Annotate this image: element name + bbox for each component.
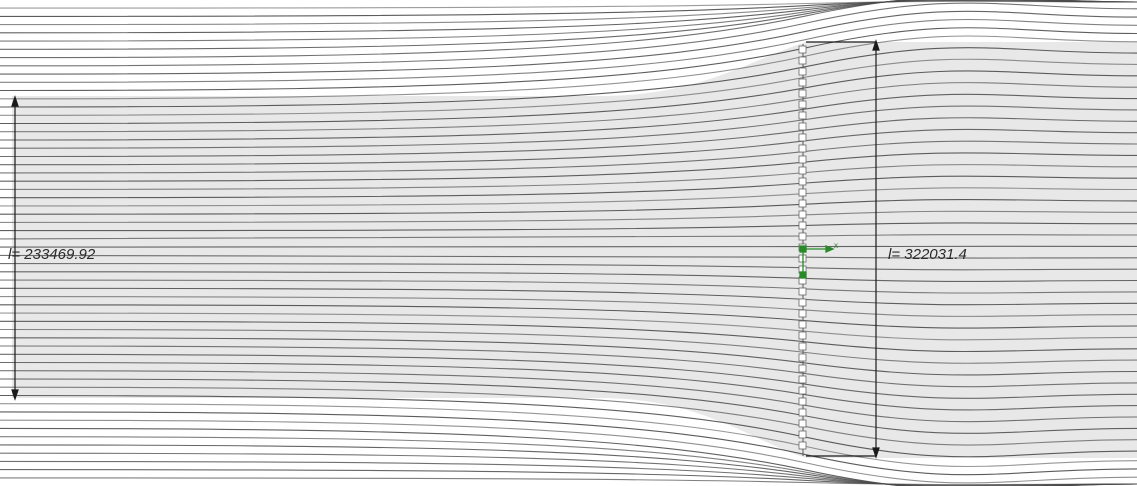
disk-element: [799, 123, 806, 130]
streamline: [0, 0, 1137, 41]
disk-element: [799, 398, 806, 405]
disk-element: [799, 233, 806, 240]
disk-element: [799, 299, 806, 306]
axis-x-label: x: [834, 241, 838, 250]
streamline: [0, 1, 1137, 8]
disk-element: [799, 46, 806, 53]
disk-element: [799, 211, 806, 218]
outlet-length-label: l= 322031.4: [888, 246, 967, 263]
disk-element: [799, 90, 806, 97]
disk-element: [799, 387, 806, 394]
disk-element: [799, 156, 806, 163]
disk-element: [799, 288, 806, 295]
disk-element: [799, 332, 806, 339]
disk-element: [799, 420, 806, 427]
disk-element: [799, 310, 806, 317]
disk-element: [799, 431, 806, 438]
disk-element: [799, 321, 806, 328]
disk-element: [799, 134, 806, 141]
disk-element: [799, 167, 806, 174]
streamline: [0, 478, 1137, 485]
disk-element: [799, 409, 806, 416]
disk-element: [799, 442, 806, 449]
disk-element: [799, 101, 806, 108]
disk-element: [799, 343, 806, 350]
disk-element: [799, 112, 806, 119]
disk-element: [799, 79, 806, 86]
inlet-length-label: l= 233469.92: [8, 246, 95, 263]
disk-element: [799, 189, 806, 196]
disk-element: [799, 354, 806, 361]
disk-element: [799, 178, 806, 185]
disk-element: [799, 376, 806, 383]
disk-element: [799, 68, 806, 75]
disk-element: [799, 200, 806, 207]
disk-element: [799, 57, 806, 64]
disk-element: [799, 365, 806, 372]
disk-element: [799, 222, 806, 229]
disk-element: [799, 145, 806, 152]
